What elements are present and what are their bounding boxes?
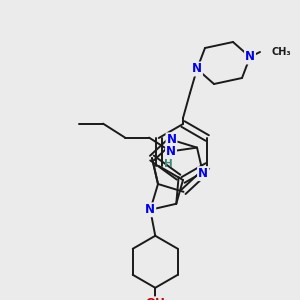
- Text: OH: OH: [145, 297, 165, 300]
- Text: N: N: [145, 203, 155, 216]
- Text: N: N: [166, 145, 176, 158]
- Text: N: N: [167, 133, 176, 146]
- Text: CH₃: CH₃: [272, 47, 292, 57]
- Text: H: H: [164, 159, 172, 169]
- Text: N: N: [198, 167, 208, 180]
- Text: N: N: [245, 50, 255, 64]
- Text: N: N: [192, 62, 202, 76]
